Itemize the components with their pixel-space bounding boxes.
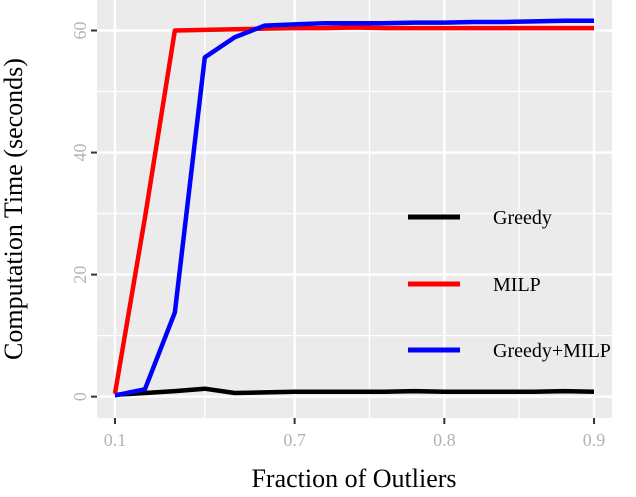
x-tick-label: 0.8	[433, 430, 456, 450]
y-axis-label: Computation Time (seconds)	[0, 58, 28, 360]
legend-label: Greedy+MILP	[493, 340, 611, 362]
legend-label: Greedy	[493, 207, 552, 229]
x-tick-label: 0.1	[104, 430, 127, 450]
x-tick-label: 0.9	[583, 430, 606, 450]
x-axis-label: Fraction of Outliers	[251, 464, 456, 492]
y-tick-label: 40	[70, 144, 90, 162]
legend-label: MILP	[493, 274, 541, 296]
x-tick-label: 0.7	[283, 430, 306, 450]
y-tick-label: 60	[70, 22, 90, 40]
y-tick-label: 20	[70, 266, 90, 284]
y-tick-label: 0	[70, 392, 90, 401]
